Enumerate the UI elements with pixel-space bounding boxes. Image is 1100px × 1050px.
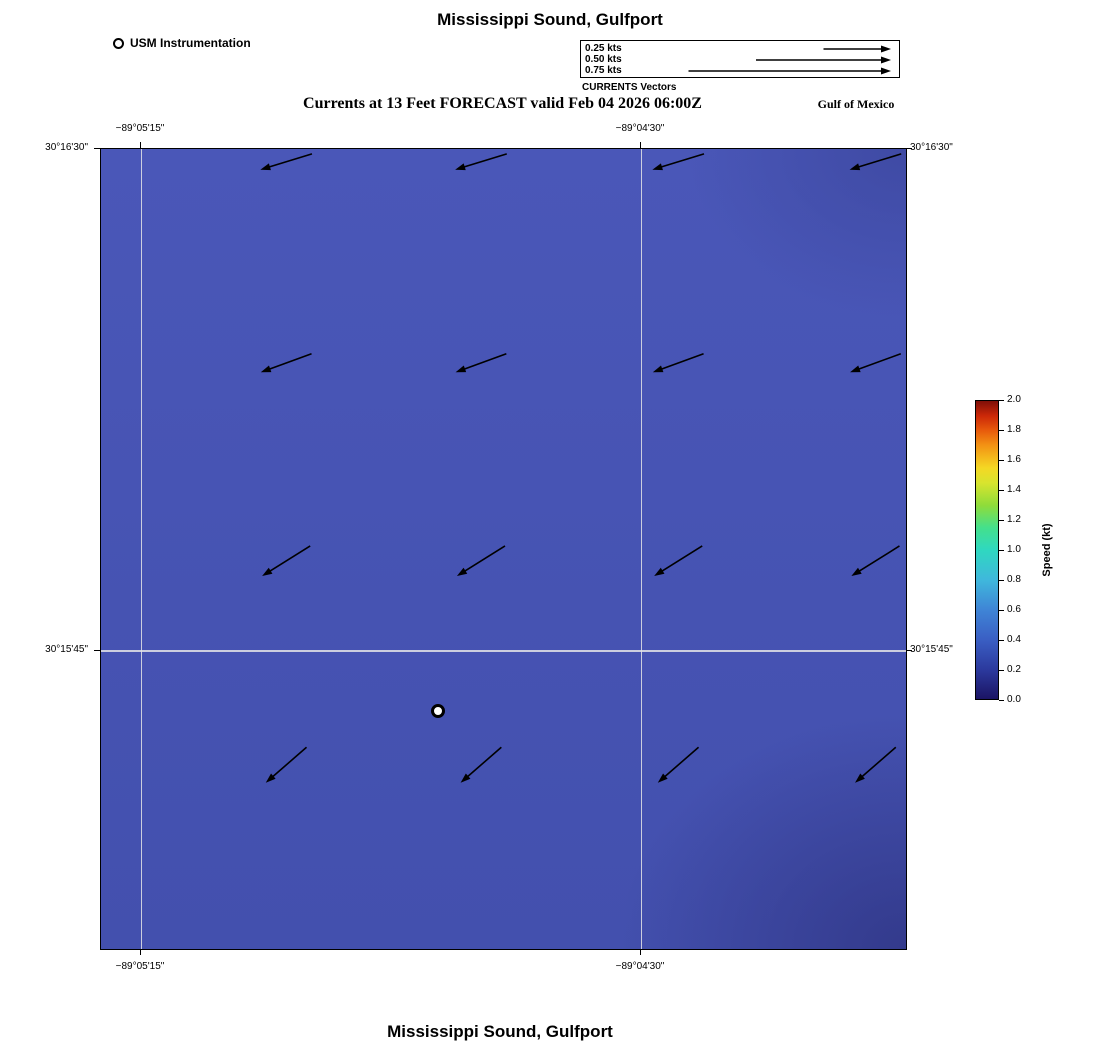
vector-arrow-head	[881, 45, 891, 53]
vector-arrow-shaft	[267, 353, 312, 371]
vector-arrow-shaft	[859, 746, 897, 779]
colorbar-tick-label: 1.0	[1007, 544, 1021, 555]
axis-label-lon-top-2: −89°04'30"	[615, 123, 665, 134]
y-axis-tick-right	[906, 147, 912, 149]
instrumentation-legend-label: USM Instrumentation	[130, 36, 251, 50]
x-axis-tick-top	[639, 142, 641, 148]
colorbar-tick-label: 0.0	[1007, 694, 1021, 705]
vector-arrow-shaft	[270, 746, 308, 779]
x-axis-tick-top	[139, 142, 141, 148]
vector-arrow-head	[881, 56, 891, 64]
colorbar-tick-label: 1.4	[1007, 484, 1021, 495]
vector-arrow-shaft	[856, 353, 902, 371]
vector-arrow-shaft	[266, 153, 313, 169]
vector-arrow-head	[260, 365, 272, 373]
region-label: Gulf of Mexico	[817, 97, 895, 111]
colorbar-tick	[999, 610, 1004, 611]
vector-arrow-head	[851, 567, 862, 577]
current-vector-legend: 0.25 kts 0.50 kts 0.75 kts	[580, 40, 900, 78]
colorbar-tick-label: 1.2	[1007, 514, 1021, 525]
instrumentation-marker-icon	[113, 37, 124, 49]
vector-arrow-shaft	[659, 353, 704, 371]
forecast-subtitle: Currents at 13 Feet FORECAST valid Feb 0…	[303, 95, 702, 112]
colorbar-tick-label: 2.0	[1007, 394, 1021, 405]
vector-arrow-head	[260, 163, 271, 171]
colorbar-tick-label: 0.4	[1007, 634, 1021, 645]
colorbar-tick	[999, 550, 1004, 551]
vector-legend-title: CURRENTS Vectors	[582, 82, 677, 93]
axis-label-lat-right-2: 30°15'45"	[910, 644, 953, 655]
legend-speed-label-025: 0.25 kts	[585, 43, 622, 54]
colorbar-tick	[999, 670, 1004, 671]
colorbar-tick-label: 0.2	[1007, 664, 1021, 675]
vector-arrow-head	[654, 567, 665, 577]
axis-label-lon-top-1: −89°05'15"	[115, 123, 165, 134]
current-vector-arrows	[260, 153, 902, 783]
axis-label-lat-right-1: 30°16'30"	[910, 142, 953, 153]
axis-label-lon-bottom-1: −89°05'15"	[115, 961, 165, 972]
vector-arrow-shaft	[461, 153, 508, 169]
vector-arrow-shaft	[658, 153, 705, 169]
axis-label-lon-bottom-2: −89°04'30"	[615, 961, 665, 972]
gridline-lon-1	[140, 149, 142, 949]
vector-arrow-shaft	[267, 545, 311, 573]
instrument-location-marker	[431, 704, 446, 719]
colorbar-tick	[999, 700, 1004, 701]
vector-arrow-shaft	[662, 746, 700, 779]
vector-arrow-head	[455, 365, 467, 373]
vector-arrow-head	[855, 773, 865, 783]
colorbar-tick	[999, 580, 1004, 581]
axis-label-lat-left-1: 30°16'30"	[45, 142, 88, 153]
colorbar-axis-label: Speed (kt)	[1041, 523, 1053, 577]
colorbar-tick-label: 1.8	[1007, 424, 1021, 435]
gridline-lon-2	[640, 149, 642, 949]
vector-arrow-shaft	[659, 545, 703, 573]
colorbar-tick	[999, 400, 1004, 401]
vector-arrow-head	[657, 773, 668, 783]
vector-arrow-head	[652, 163, 663, 171]
colorbar	[975, 400, 999, 700]
y-axis-tick-right	[906, 649, 912, 651]
vector-arrow-head	[652, 365, 664, 373]
colorbar-tick-label: 0.8	[1007, 574, 1021, 585]
vector-arrow-shaft	[462, 545, 506, 573]
colorbar-tick	[999, 430, 1004, 431]
vector-arrow-head	[460, 773, 471, 783]
vector-arrow-head	[455, 163, 466, 171]
x-axis-tick-bottom	[139, 949, 141, 955]
gridline-lat-1	[101, 650, 906, 652]
vector-arrow-head	[881, 67, 891, 75]
current-map	[100, 148, 907, 950]
axis-label-lat-left-2: 30°15'45"	[45, 644, 88, 655]
vector-arrow-head	[456, 567, 468, 577]
vector-arrow-shaft	[856, 545, 900, 573]
vector-arrow-shaft	[856, 153, 902, 169]
vector-arrow-head	[265, 773, 276, 783]
vector-arrow-shaft	[465, 746, 502, 779]
colorbar-tick	[999, 490, 1004, 491]
figure-title-bottom: Mississippi Sound, Gulfport	[387, 1022, 613, 1041]
colorbar-tick-label: 0.6	[1007, 604, 1021, 615]
vector-arrow-head	[849, 163, 861, 171]
y-axis-tick-left	[94, 147, 100, 149]
colorbar-tick	[999, 640, 1004, 641]
colorbar-tick-label: 1.6	[1007, 454, 1021, 465]
instrumentation-legend: USM Instrumentation	[113, 36, 251, 50]
vector-arrow-head	[850, 365, 861, 373]
figure-title-top: Mississippi Sound, Gulfport	[437, 10, 663, 29]
legend-arrows	[688, 45, 891, 75]
legend-speed-label-050: 0.50 kts	[585, 54, 622, 65]
vector-arrow-head	[262, 567, 273, 577]
vector-arrow-shaft	[461, 353, 507, 371]
legend-speed-label-075: 0.75 kts	[585, 65, 622, 76]
colorbar-tick	[999, 520, 1004, 521]
colorbar-tick	[999, 460, 1004, 461]
x-axis-tick-bottom	[639, 949, 641, 955]
y-axis-tick-left	[94, 649, 100, 651]
